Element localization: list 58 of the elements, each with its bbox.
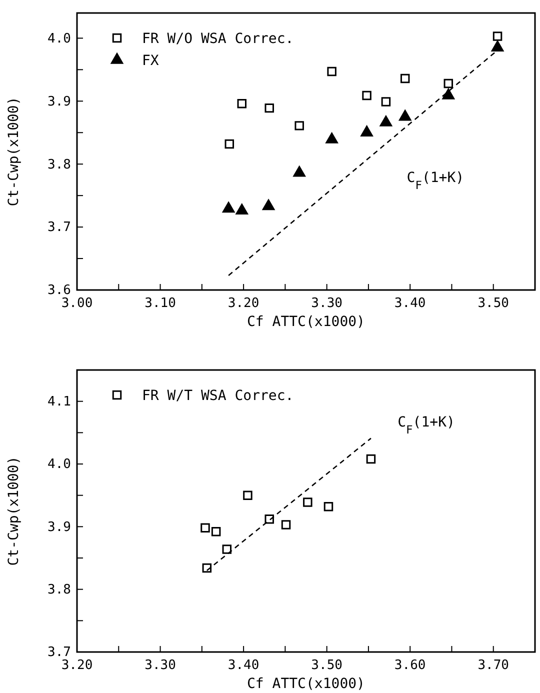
x-axis-title: Cf ATTC(x1000): [246, 676, 366, 692]
x-tick-label: 3.30: [311, 296, 342, 311]
point: [326, 132, 338, 144]
x-tick-label: 3.70: [478, 658, 510, 673]
x-tick-label: 3.10: [144, 296, 176, 311]
point: [492, 32, 502, 41]
x-tick-label: 3.60: [394, 658, 426, 673]
point: [222, 544, 232, 554]
y-axis-title: Ct-Cwp(x1000): [6, 96, 22, 206]
legend-label: FR W/T WSA Correc.: [142, 388, 294, 404]
point: [327, 66, 336, 76]
point: [237, 99, 247, 108]
point: [281, 520, 291, 530]
point: [200, 523, 210, 533]
y-tick-label: 3.7: [48, 645, 71, 660]
point: [243, 490, 252, 500]
x-tick-label: 3.50: [311, 658, 342, 673]
point: [224, 139, 234, 149]
point: [264, 103, 274, 113]
y-tick-label: 4.0: [48, 457, 71, 472]
x-tick-label: 3.00: [61, 296, 93, 311]
point: [381, 97, 391, 106]
annotation: C$_{F}$(1+K): [398, 414, 455, 436]
point: [362, 90, 372, 100]
point: [400, 74, 410, 84]
point: [324, 502, 334, 512]
point: [444, 78, 454, 88]
point: [303, 498, 312, 507]
x-axis-title: Cf ATTC(x1000): [246, 314, 366, 330]
y-tick-label: 4.0: [48, 31, 71, 46]
point: [262, 199, 275, 210]
x-tick-label: 3.20: [61, 658, 93, 673]
point: [398, 110, 412, 121]
x-tick-label: 3.40: [228, 658, 260, 673]
legend-label: FR W/O WSA Correc.: [142, 31, 294, 47]
point: [442, 88, 455, 100]
y-axis-title: Ct-Cwp(x1000): [6, 456, 22, 566]
point: [366, 454, 376, 464]
point: [211, 527, 221, 536]
x-tick-label: 3.30: [144, 658, 176, 673]
point: [360, 126, 373, 136]
point: [380, 116, 392, 126]
x-tick-label: 3.50: [478, 296, 510, 311]
y-tick-label: 3.8: [48, 157, 71, 172]
point: [236, 204, 248, 215]
annotation: C$_{F}$(1+K): [406, 170, 464, 192]
y-tick-label: 3.6: [48, 283, 71, 298]
y-tick-label: 4.1: [48, 394, 71, 410]
y-tick-label: 3.9: [48, 94, 71, 110]
x-tick-label: 3.40: [394, 296, 426, 311]
legend-label: FX: [142, 53, 160, 69]
x-tick-label: 3.20: [228, 296, 260, 311]
point: [293, 166, 306, 177]
y-tick-label: 3.8: [48, 582, 71, 598]
y-tick-label: 3.9: [48, 520, 71, 535]
y-tick-label: 3.7: [48, 220, 71, 236]
point: [294, 121, 304, 130]
point: [222, 202, 235, 213]
